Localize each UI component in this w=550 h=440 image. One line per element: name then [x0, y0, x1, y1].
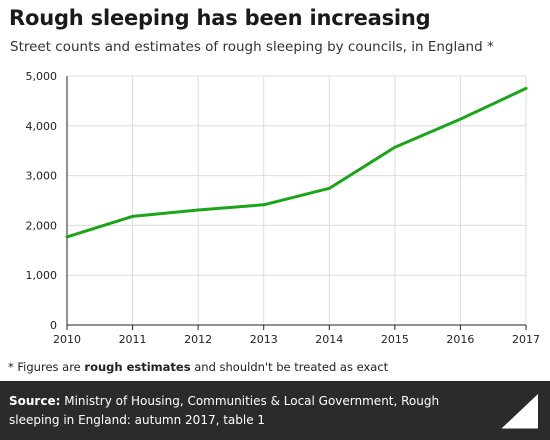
footnote: * Figures are rough estimates and should… [8, 360, 388, 374]
y-tick-label: 1,000 [26, 269, 58, 282]
full-fact-logo-icon [502, 394, 538, 429]
source-text: Source: Ministry of Housing, Communities… [9, 392, 489, 430]
x-tick-label: 2012 [184, 333, 212, 346]
series-line [65, 86, 528, 239]
line-chart: 0 1,000 2,000 3,000 4,000 5,000 2010 2011 2012 20… [26, 70, 541, 346]
x-tick-label: 2016 [446, 333, 474, 346]
footnote-suffix: and shouldn't be treated as exact [190, 360, 389, 374]
x-tick-label: 2010 [53, 333, 81, 346]
y-tick-label: 0 [50, 319, 57, 332]
footnote-bold: rough estimates [84, 360, 191, 374]
chart-title: Rough sleeping has been increasing [9, 6, 431, 30]
y-tick-label: 5,000 [26, 70, 58, 83]
source-citation: Ministry of Housing, Communities & Local… [9, 394, 440, 427]
x-tick-label: 2011 [119, 333, 147, 346]
y-tick-label: 3,000 [26, 170, 58, 183]
x-tick-label: 2015 [381, 333, 409, 346]
y-tick-label: 2,000 [26, 219, 58, 232]
x-tick-label: 2014 [315, 333, 343, 346]
chart-subtitle: Street counts and estimates of rough sle… [10, 39, 494, 55]
x-tick-label: 2017 [512, 333, 540, 346]
y-tick-label: 4,000 [26, 120, 58, 133]
footnote-prefix: * Figures are [8, 360, 85, 374]
source-bar: Source: Ministry of Housing, Communities… [0, 381, 550, 440]
x-tick-label: 2013 [250, 333, 278, 346]
source-label: Source: [9, 394, 61, 408]
